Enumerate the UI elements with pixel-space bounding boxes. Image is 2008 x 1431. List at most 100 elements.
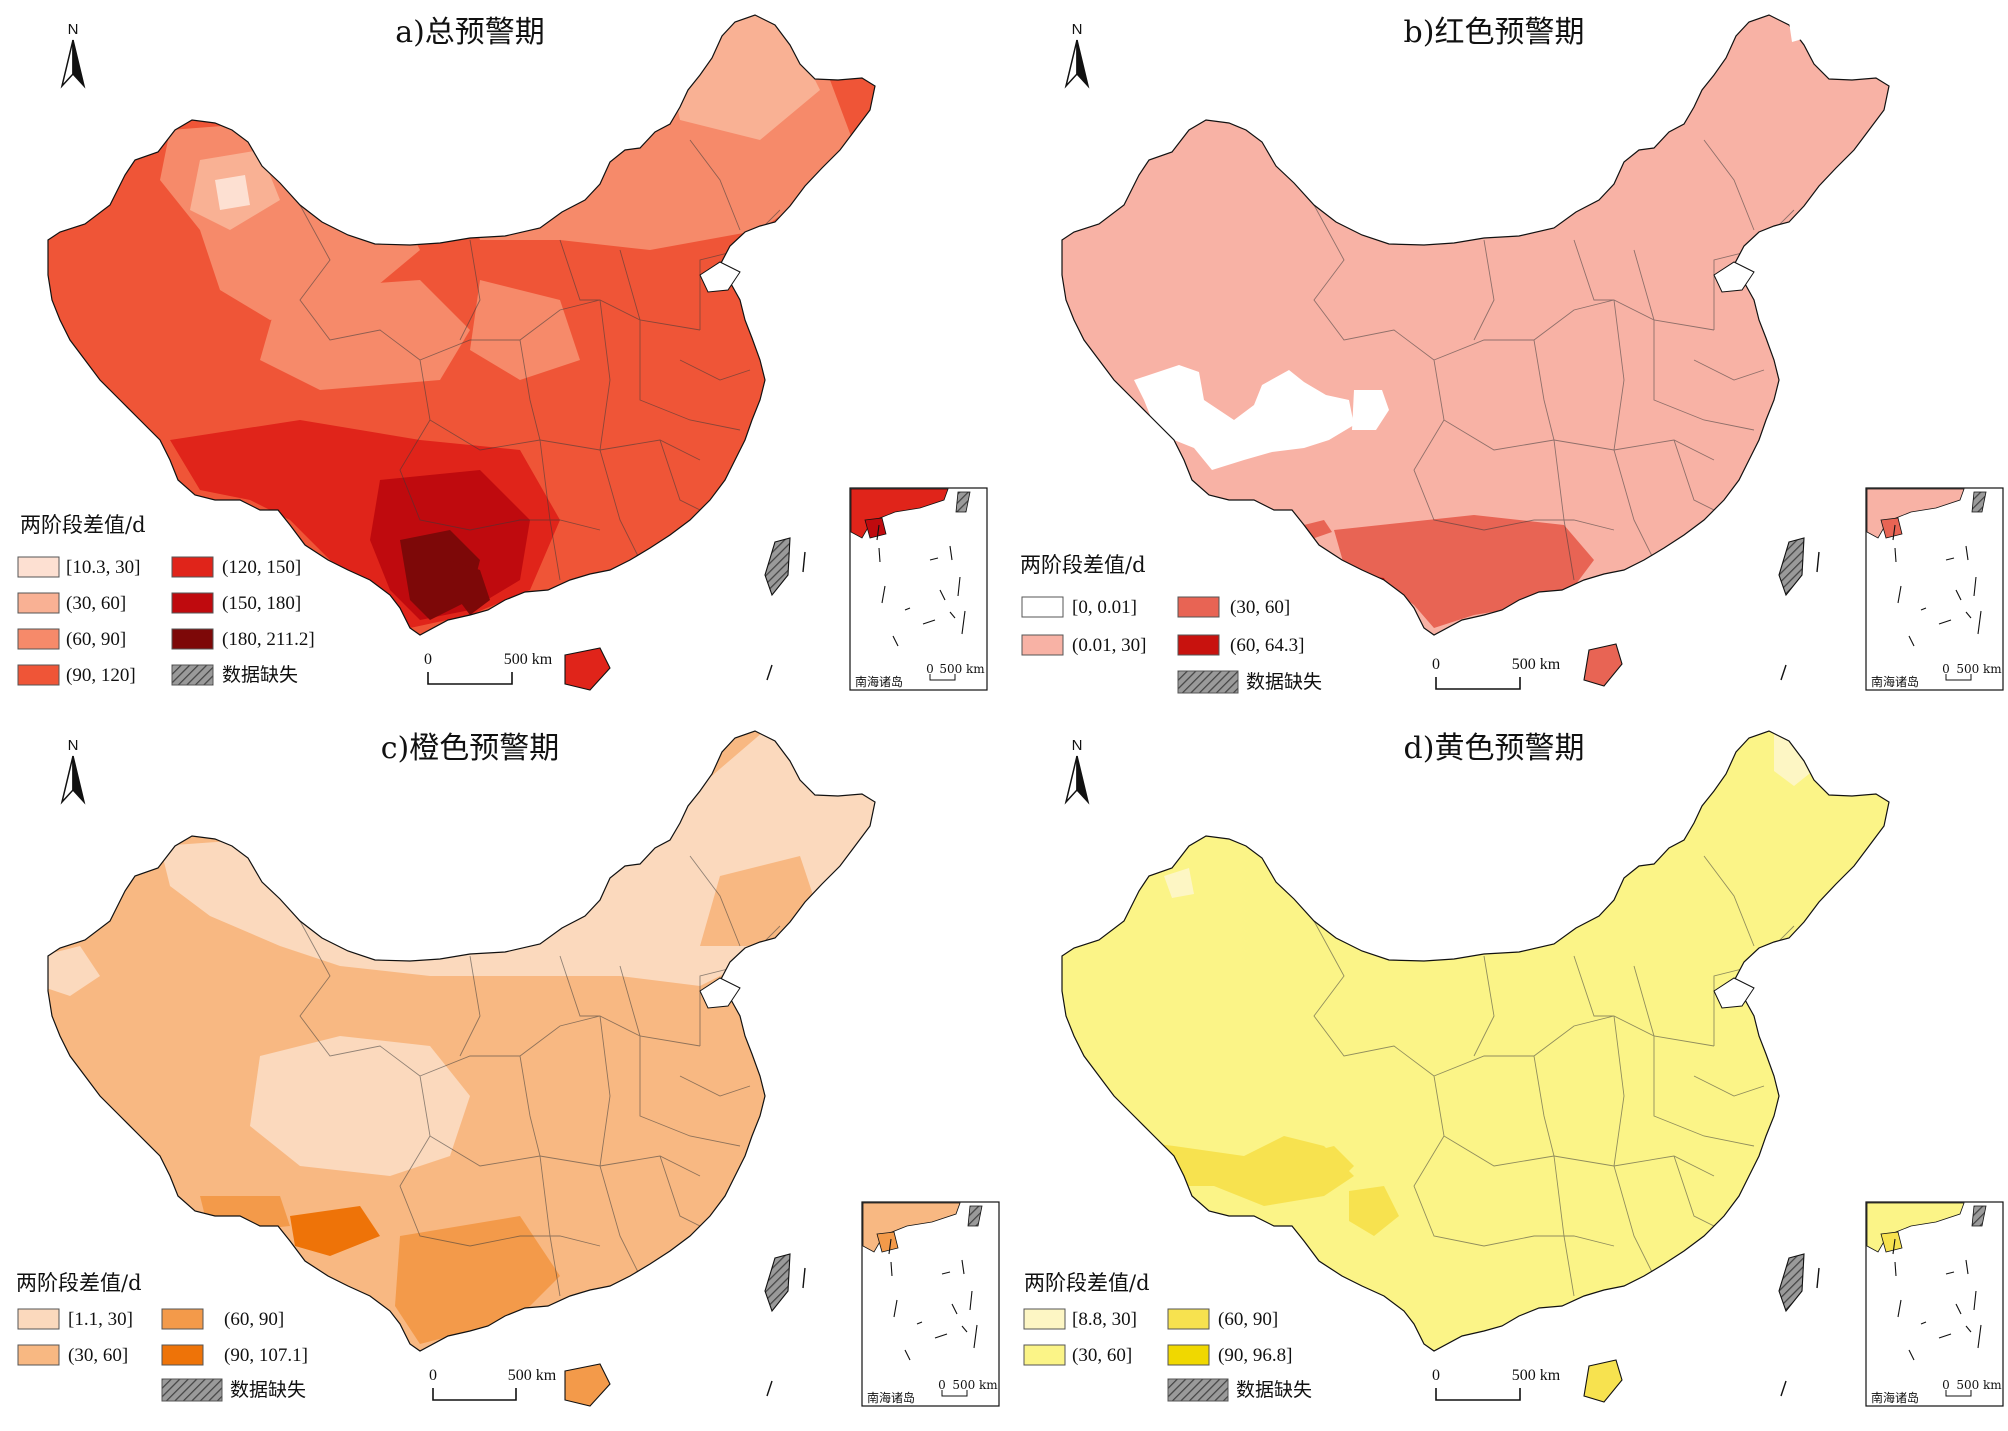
svg-text:500 km: 500 km [504,651,553,668]
legend: 两阶段差值/d [0, 0.01] (0.01, 30] (30, 60] (6… [1020,553,1322,694]
svg-text:[1.1, 30]: [1.1, 30] [68,1309,133,1330]
svg-text:(180, 211.2]: (180, 211.2] [222,629,315,650]
svg-text:数据缺失: 数据缺失 [222,664,298,686]
south-china-sea-inset: 南海诸岛 0 500 km [1865,1201,2004,1407]
china-map [1061,14,1890,687]
svg-text:南海诸岛: 南海诸岛 [867,1390,915,1405]
svg-text:N: N [68,737,79,754]
svg-text:(30, 60]: (30, 60] [1072,1345,1132,1366]
svg-text:[10.3, 30]: [10.3, 30] [66,557,140,578]
legend-item: [8.8, 30] [1023,1308,1137,1330]
north-arrow-icon: N [60,737,86,805]
svg-text:500 km: 500 km [508,1367,557,1384]
svg-text:南海诸岛: 南海诸岛 [855,674,903,689]
svg-text:(90, 120]: (90, 120] [66,665,136,686]
legend-item: (60, 90] [161,1308,284,1330]
legend-title: 两阶段差值/d [1024,1271,1150,1295]
svg-text:(120, 150]: (120, 150] [222,557,301,578]
legend-item: (0.01, 30] [1021,634,1146,656]
svg-text:(60, 64.3]: (60, 64.3] [1230,635,1304,656]
panel-b: b)红色预警期 N [1004,0,2008,715]
legend: 两阶段差值/d [10.3, 30] (30, 60] (60, 90] (90… [17,513,315,686]
legend-item: (30, 60] [17,1344,128,1366]
panel-c: c)橙色预警期 N [0,716,1004,1431]
svg-text:500 km: 500 km [1512,656,1561,673]
legend-item: (90, 107.1] [161,1344,308,1366]
legend-item: (60, 64.3] [1177,634,1304,656]
svg-text:N: N [68,21,79,38]
svg-text:南海诸岛: 南海诸岛 [1871,674,1919,689]
legend-item: (90, 96.8] [1167,1344,1292,1366]
svg-text:(60, 90]: (60, 90] [66,629,126,650]
svg-text:0: 0 [938,1378,946,1392]
panel-title: c)橙色预警期 [381,731,560,766]
legend-item: [0, 0.01] [1021,596,1137,618]
svg-text:南海诸岛: 南海诸岛 [1871,1390,1919,1405]
legend-item: [1.1, 30] [17,1308,133,1330]
svg-text:(30, 60]: (30, 60] [1230,597,1290,618]
svg-text:(90, 96.8]: (90, 96.8] [1218,1345,1292,1366]
legend-item-missing: 数据缺失 [171,664,298,686]
legend: 两阶段差值/d [8.8, 30] (30, 60] (60, 90] (90,… [1023,1271,1312,1402]
svg-text:0: 0 [429,1367,437,1384]
svg-text:500 km: 500 km [939,662,985,676]
north-arrow-icon: N [1064,21,1090,89]
legend-title: 两阶段差值/d [20,513,146,537]
legend-item: [10.3, 30] [17,556,140,578]
scale-bar: 0 500 km [424,651,553,685]
svg-text:N: N [1072,21,1083,38]
legend-title: 两阶段差值/d [16,1271,142,1295]
legend-item: (60, 90] [17,628,126,650]
legend-item-missing: 数据缺失 [1177,670,1322,694]
scale-bar: 0 500 km [429,1367,557,1401]
panel-a: a)总预警期 N [0,0,1004,715]
scale-bar: 0 500 km [1432,656,1561,690]
panel-d: d)黄色预警期 N [1004,716,2008,1431]
svg-text:[0, 0.01]: [0, 0.01] [1072,597,1137,618]
legend-item: (90, 120] [17,664,136,686]
legend-item: (120, 150] [171,556,301,578]
legend-item: (150, 180] [171,592,301,614]
svg-text:(0.01, 30]: (0.01, 30] [1072,635,1146,656]
svg-text:(30, 60]: (30, 60] [66,593,126,614]
legend-item: (30, 60] [17,592,126,614]
north-arrow-icon: N [1064,737,1090,805]
svg-text:(60, 90]: (60, 90] [224,1309,284,1330]
svg-text:N: N [1072,737,1083,754]
legend-item-missing: 数据缺失 [1167,1378,1312,1402]
legend-item-missing: 数据缺失 [161,1378,306,1402]
svg-text:0: 0 [1942,662,1950,676]
north-arrow-icon: N [60,21,86,89]
south-china-sea-inset: 南海诸岛 0 500 km [1865,487,2004,691]
svg-text:数据缺失: 数据缺失 [230,1379,306,1401]
svg-text:500 km: 500 km [952,1378,998,1392]
panel-title: a)总预警期 [395,15,545,50]
scale-bar: 0 500 km [1432,1367,1561,1401]
south-china-sea-inset: 南海诸岛 0 500 km [861,1201,1000,1407]
svg-text:0: 0 [926,662,934,676]
svg-text:数据缺失: 数据缺失 [1236,1379,1312,1401]
panel-title: d)黄色预警期 [1404,731,1585,766]
legend-title: 两阶段差值/d [1020,553,1146,577]
svg-text:(30, 60]: (30, 60] [68,1345,128,1366]
svg-text:0: 0 [1432,1367,1440,1384]
svg-text:[8.8, 30]: [8.8, 30] [1072,1309,1137,1330]
legend: 两阶段差值/d [1.1, 30] (30, 60] (60, 90] (90,… [16,1271,308,1402]
svg-text:(150, 180]: (150, 180] [222,593,301,614]
china-map [47,14,876,691]
svg-text:(60, 90]: (60, 90] [1218,1309,1278,1330]
svg-text:0: 0 [424,651,432,668]
legend-item: (30, 60] [1023,1344,1132,1366]
legend-item: (30, 60] [1177,596,1290,618]
svg-text:500 km: 500 km [1512,1367,1561,1384]
svg-text:0: 0 [1432,656,1440,673]
svg-text:0: 0 [1942,1378,1950,1392]
svg-text:(90, 107.1]: (90, 107.1] [224,1345,308,1366]
svg-text:数据缺失: 数据缺失 [1246,671,1322,693]
svg-text:500 km: 500 km [1956,1378,2002,1392]
legend-item: (60, 90] [1167,1308,1278,1330]
panel-title: b)红色预警期 [1404,15,1585,50]
legend-item: (180, 211.2] [171,628,315,650]
south-china-sea-inset: 南海诸岛 0 500 km [849,487,988,691]
svg-text:500 km: 500 km [1956,662,2002,676]
